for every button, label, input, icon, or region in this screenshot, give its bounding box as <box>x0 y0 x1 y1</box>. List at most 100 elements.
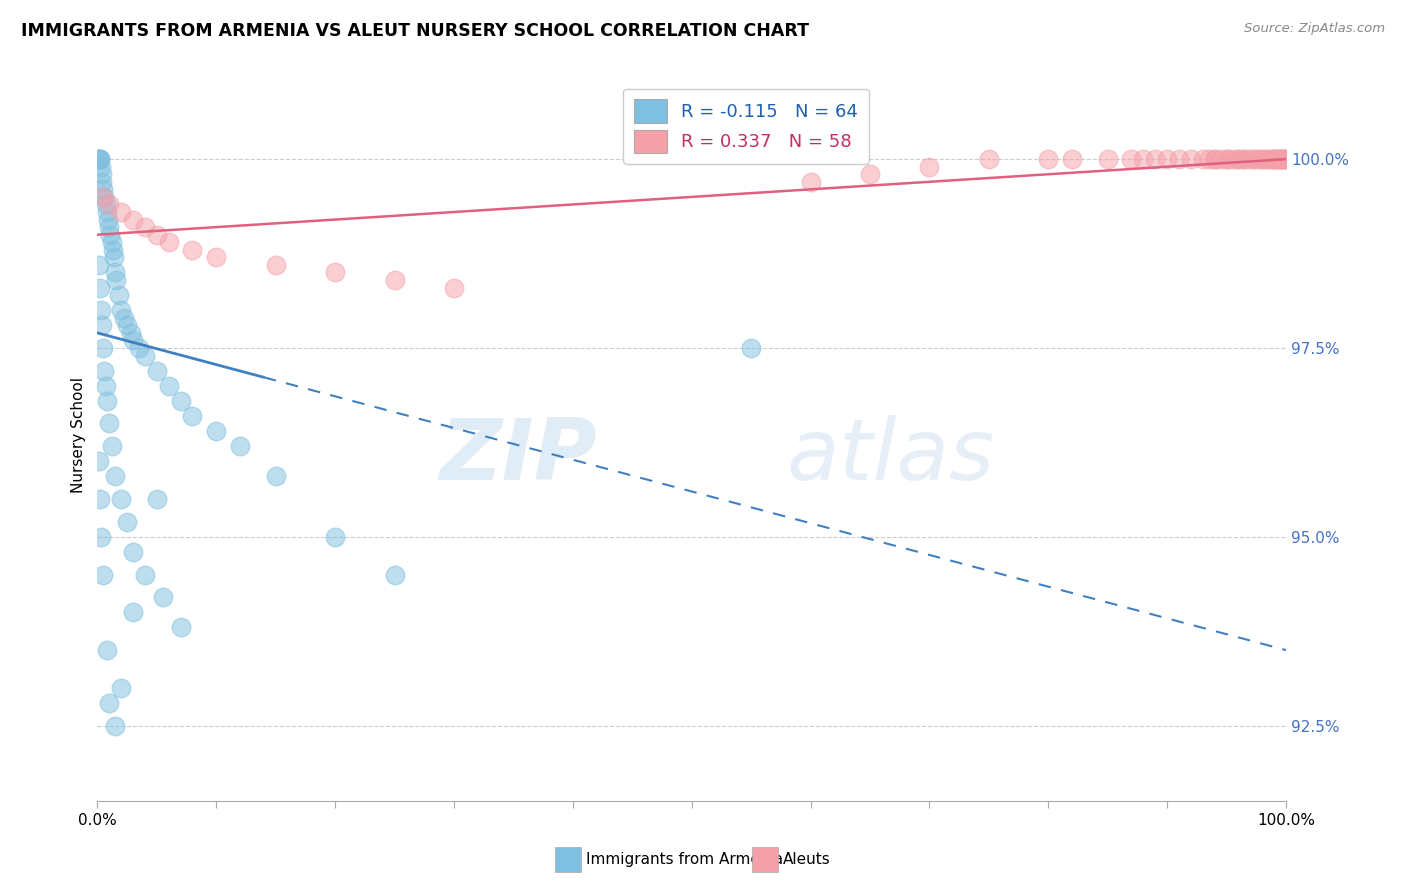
Point <box>122 545 145 559</box>
Text: IMMIGRANTS FROM ARMENIA VS ALEUT NURSERY SCHOOL CORRELATION CHART: IMMIGRANTS FROM ARMENIA VS ALEUT NURSERY… <box>21 22 808 40</box>
Point <box>1191 152 1213 166</box>
Text: ZIP: ZIP <box>439 416 596 499</box>
Point <box>181 243 204 257</box>
Point <box>89 152 111 166</box>
Point <box>205 424 228 438</box>
Text: Aleuts: Aleuts <box>783 853 831 867</box>
Point <box>1267 152 1289 166</box>
Point <box>112 310 135 325</box>
Point <box>91 341 114 355</box>
Point <box>98 417 121 431</box>
Point <box>91 190 114 204</box>
Point <box>1209 152 1232 166</box>
Point <box>115 318 138 333</box>
Point <box>799 175 821 189</box>
Text: Immigrants from Armenia: Immigrants from Armenia <box>586 853 783 867</box>
Point <box>89 280 111 294</box>
Point <box>93 190 115 204</box>
Point <box>90 160 112 174</box>
Point <box>146 227 169 242</box>
Text: atlas: atlas <box>787 416 994 499</box>
Point <box>443 280 465 294</box>
Point <box>110 303 132 318</box>
Point <box>1121 152 1143 166</box>
Point <box>229 439 252 453</box>
Point <box>100 235 122 250</box>
Point <box>94 378 117 392</box>
Point <box>89 491 111 506</box>
Point <box>1271 152 1294 166</box>
Point <box>264 469 287 483</box>
Point <box>1239 152 1261 166</box>
Point <box>323 265 346 279</box>
Point <box>91 175 114 189</box>
Point <box>1215 152 1237 166</box>
Point <box>87 152 110 166</box>
Point <box>859 167 882 181</box>
Point <box>1274 152 1296 166</box>
Point <box>146 364 169 378</box>
Point <box>89 152 111 166</box>
Point <box>323 530 346 544</box>
Point <box>96 393 118 408</box>
Point <box>96 643 118 657</box>
Point <box>110 681 132 695</box>
Point <box>384 273 406 287</box>
Point <box>1263 152 1285 166</box>
Point <box>90 530 112 544</box>
Point <box>97 212 120 227</box>
Point <box>1132 152 1154 166</box>
Point <box>91 567 114 582</box>
Point <box>1261 152 1284 166</box>
Point <box>105 273 128 287</box>
Point <box>87 454 110 468</box>
Point <box>104 265 127 279</box>
Point <box>1168 152 1191 166</box>
Point <box>107 288 129 302</box>
Point <box>98 197 121 211</box>
Point <box>96 205 118 219</box>
Point <box>89 152 111 166</box>
Point <box>1268 152 1291 166</box>
Point <box>1222 152 1244 166</box>
Point <box>110 491 132 506</box>
Point <box>104 469 127 483</box>
Point <box>98 696 121 710</box>
Point <box>1060 152 1083 166</box>
Point <box>1198 152 1220 166</box>
Point <box>1264 152 1286 166</box>
Point <box>100 439 122 453</box>
Point <box>1257 152 1279 166</box>
Point <box>1265 152 1288 166</box>
Point <box>1253 152 1275 166</box>
Point <box>1241 152 1264 166</box>
Point <box>93 364 115 378</box>
Point <box>1244 152 1267 166</box>
Point <box>134 349 156 363</box>
Point <box>94 197 117 211</box>
Point <box>1260 152 1282 166</box>
Point <box>120 326 142 340</box>
Point <box>1233 152 1256 166</box>
Point <box>1038 152 1060 166</box>
Point <box>134 567 156 582</box>
Point <box>134 220 156 235</box>
Y-axis label: Nursery School: Nursery School <box>72 376 86 492</box>
Point <box>122 605 145 619</box>
Point <box>918 160 941 174</box>
Point <box>169 620 191 634</box>
Point <box>264 258 287 272</box>
Point <box>1268 152 1291 166</box>
Point <box>100 227 122 242</box>
Point <box>152 591 174 605</box>
Point <box>1272 152 1295 166</box>
Point <box>169 393 191 408</box>
Point <box>87 258 110 272</box>
Point <box>1249 152 1271 166</box>
Point <box>205 250 228 264</box>
Legend: R = -0.115   N = 64, R = 0.337   N = 58: R = -0.115 N = 64, R = 0.337 N = 58 <box>623 88 869 164</box>
Point <box>157 235 180 250</box>
Point <box>122 212 145 227</box>
Point <box>1251 152 1274 166</box>
Point <box>1156 152 1178 166</box>
